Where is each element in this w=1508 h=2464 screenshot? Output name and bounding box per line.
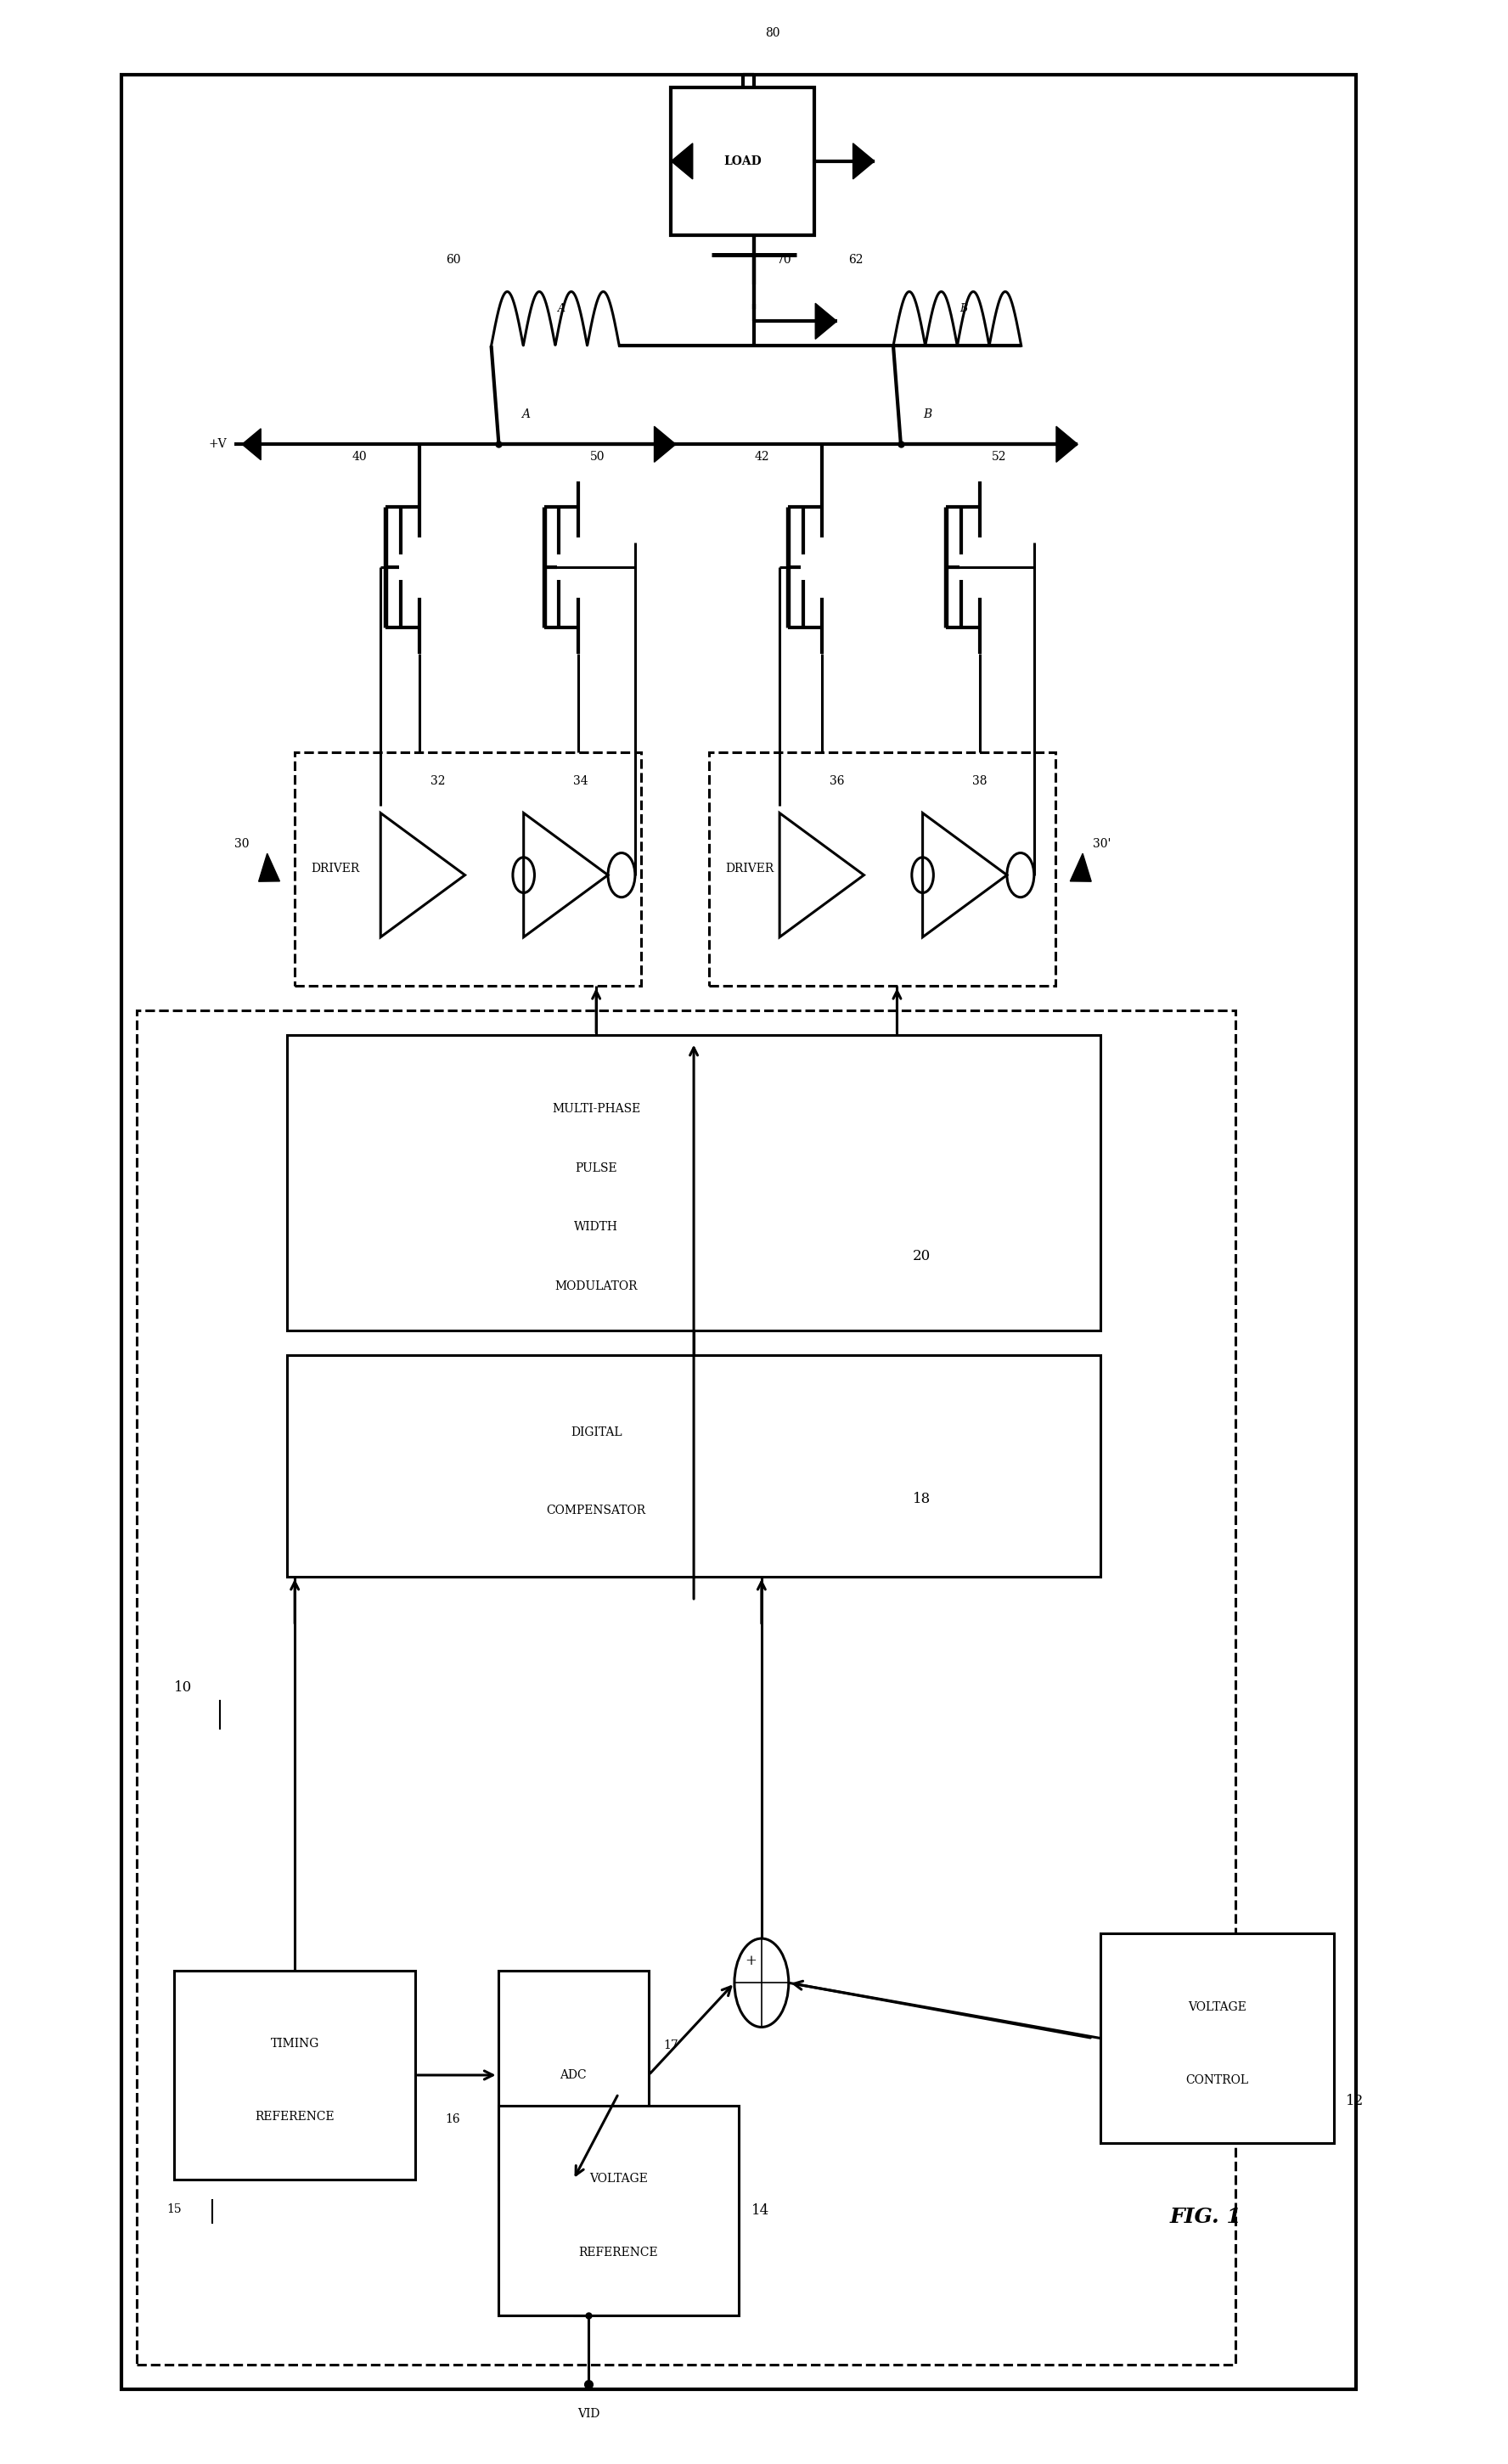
Text: WIDTH: WIDTH xyxy=(575,1222,618,1232)
Bar xyxy=(709,752,1056,986)
Bar xyxy=(287,1355,1101,1577)
Text: 50: 50 xyxy=(590,451,605,463)
Text: 18: 18 xyxy=(912,1491,930,1506)
Text: DRIVER: DRIVER xyxy=(725,862,774,875)
Text: 60: 60 xyxy=(446,254,461,266)
Text: 70: 70 xyxy=(777,254,792,266)
Text: VOLTAGE: VOLTAGE xyxy=(590,2173,648,2186)
Bar xyxy=(498,2107,739,2316)
Text: 32: 32 xyxy=(430,776,445,788)
Text: COMPENSATOR: COMPENSATOR xyxy=(546,1503,645,1515)
Polygon shape xyxy=(654,426,676,463)
Text: +V: +V xyxy=(208,439,228,451)
Text: A: A xyxy=(522,409,529,421)
Polygon shape xyxy=(780,813,864,936)
Text: TIMING: TIMING xyxy=(270,2038,320,2050)
Text: 42: 42 xyxy=(754,451,769,463)
Text: 52: 52 xyxy=(992,451,1007,463)
Text: MODULATOR: MODULATOR xyxy=(555,1281,638,1291)
Polygon shape xyxy=(380,813,464,936)
Text: PULSE: PULSE xyxy=(575,1163,617,1173)
Bar xyxy=(671,86,814,234)
Text: 36: 36 xyxy=(829,776,844,788)
Text: 80: 80 xyxy=(765,27,780,39)
Polygon shape xyxy=(259,853,279,882)
Polygon shape xyxy=(816,303,837,340)
Text: 34: 34 xyxy=(573,776,588,788)
Text: 62: 62 xyxy=(849,254,863,266)
Text: REFERENCE: REFERENCE xyxy=(255,2112,335,2124)
Text: DRIVER: DRIVER xyxy=(311,862,360,875)
Polygon shape xyxy=(243,429,261,461)
Text: 40: 40 xyxy=(351,451,366,463)
Bar xyxy=(1101,1934,1333,2144)
Text: B: B xyxy=(959,303,968,315)
Text: 12: 12 xyxy=(1345,2094,1363,2109)
Text: 14: 14 xyxy=(751,2203,769,2218)
Text: VOLTAGE: VOLTAGE xyxy=(1188,2001,1246,2013)
Text: A: A xyxy=(558,303,566,315)
Text: CONTROL: CONTROL xyxy=(1185,2075,1249,2087)
Text: 30: 30 xyxy=(235,838,250,850)
Polygon shape xyxy=(1071,853,1092,882)
Polygon shape xyxy=(1056,426,1078,463)
Polygon shape xyxy=(671,143,692,180)
Polygon shape xyxy=(854,143,875,180)
Text: B: B xyxy=(923,409,932,421)
Text: 16: 16 xyxy=(445,2114,460,2126)
Text: +: + xyxy=(745,1954,757,1969)
Bar xyxy=(498,1971,648,2181)
Bar xyxy=(287,1035,1101,1331)
Text: VID: VID xyxy=(578,2407,600,2420)
Text: ADC: ADC xyxy=(559,2070,587,2082)
Polygon shape xyxy=(923,813,1007,936)
Text: DIGITAL: DIGITAL xyxy=(570,1427,621,1439)
Polygon shape xyxy=(523,813,608,936)
Text: 30': 30' xyxy=(1093,838,1111,850)
Text: 38: 38 xyxy=(973,776,988,788)
Bar xyxy=(294,752,641,986)
Text: MULTI-PHASE: MULTI-PHASE xyxy=(552,1104,641,1114)
Text: 20: 20 xyxy=(912,1249,930,1264)
Text: FIG. 1: FIG. 1 xyxy=(1170,2205,1241,2227)
Text: 17: 17 xyxy=(664,2040,679,2053)
Text: REFERENCE: REFERENCE xyxy=(579,2247,657,2259)
Bar xyxy=(122,74,1356,2390)
Bar xyxy=(175,1971,415,2181)
Text: 10: 10 xyxy=(175,1680,193,1695)
Text: 15: 15 xyxy=(167,2203,182,2215)
Bar xyxy=(137,1010,1235,2365)
Text: LOAD: LOAD xyxy=(724,155,762,168)
